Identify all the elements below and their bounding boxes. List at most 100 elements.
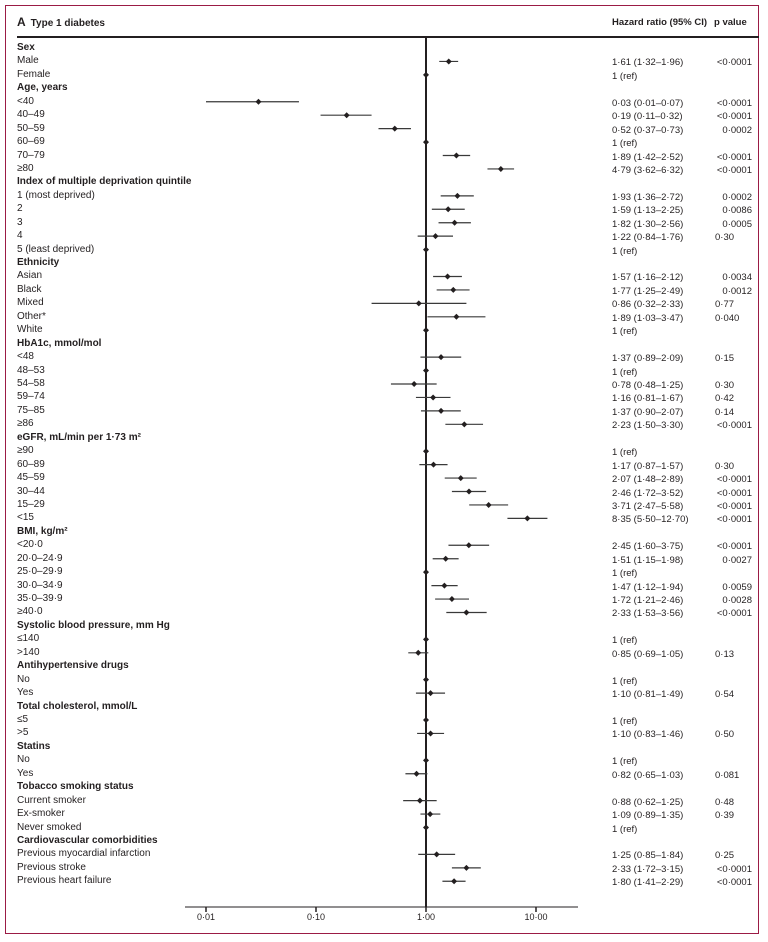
hazard-ratio-text: 1·09 (0·89–1·35): [612, 810, 684, 822]
p-value-text: 0·0034: [722, 272, 752, 284]
figure-frame: [5, 5, 759, 934]
p-value-text: 0·0086: [722, 205, 752, 217]
row-label: 15–29: [17, 498, 45, 510]
hazard-ratio-text: 1·25 (0·85–1·84): [612, 850, 684, 862]
row-label: 4: [17, 230, 23, 242]
point-estimate: [454, 192, 461, 199]
row-label: Other*: [17, 310, 46, 322]
row-label: 54–58: [17, 378, 45, 389]
x-axis-tick-label: 0·10: [306, 912, 326, 922]
hazard-ratio-text: 0·52 (0·37–0·73): [612, 124, 684, 136]
row-label: 40–49: [17, 109, 45, 121]
p-value-text: <0·0001: [716, 111, 752, 123]
p-value-text: 0·42: [715, 393, 735, 405]
hazard-ratio-text: 4·79 (3·62–6·32): [612, 164, 684, 176]
group-header: Age, years: [17, 82, 68, 94]
point-estimate: [438, 354, 445, 361]
p-value-text: 0·14: [715, 406, 735, 418]
hazard-ratio-text: 1 (ref): [612, 245, 638, 257]
hazard-ratio-text: 2·33 (1·53–3·56): [612, 608, 684, 620]
point-estimate: [411, 381, 418, 387]
reference-point: [423, 569, 429, 576]
p-value-text: <0·0001: [716, 514, 752, 526]
hazard-ratio-text: 0·82 (0·65–1·03): [612, 769, 684, 781]
panel-title: Type 1 diabetes: [30, 18, 105, 29]
reference-point: [423, 717, 429, 723]
hazard-ratio-text: 1 (ref): [612, 70, 638, 82]
group-header: Cardiovascular comorbidities: [17, 834, 158, 846]
group-header: Tobacco smoking status: [17, 781, 134, 793]
hazard-ratio-text: 0·78 (0·48–1·25): [612, 380, 684, 391]
p-value-text: 0·0012: [722, 285, 752, 297]
point-estimate: [448, 596, 455, 603]
hazard-ratio-text: 1·89 (1·03–3·47): [612, 312, 684, 324]
row-label: ≥86: [17, 418, 34, 430]
point-estimate: [391, 125, 398, 132]
point-estimate: [524, 515, 531, 522]
point-estimate: [453, 152, 460, 159]
group-header: Systolic blood pressure, mm Hg: [17, 619, 170, 631]
group-header: Total cholesterol, mmol/L: [17, 700, 138, 712]
hazard-ratio-text: 1 (ref): [612, 756, 638, 768]
hazard-ratio-text: 1·77 (1·25–2·49): [612, 285, 684, 297]
row-label: 35·0–39·9: [17, 593, 63, 605]
row-label: Black: [17, 283, 42, 295]
p-value-text: 0·30: [715, 460, 735, 472]
row-label: Mixed: [17, 297, 44, 309]
hazard-ratio-text: 1·47 (1·12–1·94): [612, 581, 684, 593]
row-label: Current smoker: [17, 794, 86, 806]
point-estimate: [430, 461, 437, 468]
row-label: 60–69: [17, 136, 45, 148]
group-header: HbA1c, mmol/mol: [17, 337, 102, 349]
group-header: BMI, kg/m²: [17, 525, 68, 537]
row-label: 60–89: [17, 458, 45, 470]
p-value-text: 0·040: [715, 312, 740, 324]
row-label: Asian: [17, 270, 43, 282]
row-label: ≥80: [17, 162, 34, 174]
hazard-ratio-text: 0·03 (0·01–0·07): [612, 97, 684, 109]
hazard-ratio-text: 1·17 (0·87–1·57): [612, 460, 684, 472]
row-label: 75–85: [17, 404, 45, 416]
hazard-ratio-text: 1·89 (1·42–2·52): [612, 151, 684, 163]
hazard-ratio-text: 0·88 (0·62–1·25): [612, 796, 684, 808]
p-value-text: <0·0001: [716, 151, 752, 163]
reference-point: [423, 327, 429, 334]
hazard-ratio-text: 1·80 (1·41–2·29): [612, 877, 684, 889]
group-header: eGFR, mL/min per 1·73 m²: [17, 431, 141, 443]
point-estimate: [432, 233, 439, 240]
reference-point: [423, 71, 429, 78]
x-axis-tick-label: 1·00: [416, 912, 436, 922]
point-estimate: [451, 219, 458, 226]
hazard-ratio-text: 1·51 (1·15–1·98): [612, 554, 684, 566]
p-value-text: <0·0001: [716, 420, 752, 432]
row-label: <20·0: [17, 539, 43, 551]
row-label: 25·0–29·9: [17, 566, 63, 578]
group-header: Sex: [17, 42, 35, 53]
hazard-ratio-text: 2·46 (1·72–3·52): [612, 487, 684, 499]
p-value-text: <0·0001: [716, 877, 752, 889]
point-estimate: [451, 878, 458, 885]
column-header-hazard-ratio: Hazard ratio (95% CI): [612, 17, 708, 28]
row-label: ≥90: [17, 445, 34, 457]
point-estimate: [343, 112, 350, 119]
row-label: ≤140: [17, 633, 40, 645]
point-estimate: [433, 851, 440, 858]
reference-point: [423, 448, 429, 455]
row-label: Never smoked: [17, 821, 82, 833]
point-estimate: [416, 797, 423, 804]
hazard-ratio-text: 1·82 (1·30–2·56): [612, 218, 684, 230]
hazard-ratio-text: 1 (ref): [612, 823, 638, 835]
point-estimate: [463, 864, 470, 871]
p-value-text: 0·0002: [722, 124, 752, 136]
p-value-text: 0·48: [715, 796, 735, 808]
hazard-ratio-text: 1 (ref): [612, 138, 638, 150]
row-label: 30·0–34·9: [17, 579, 63, 591]
reference-point: [423, 824, 429, 831]
point-estimate: [430, 394, 437, 401]
group-header: Index of multiple deprivation quintile: [17, 176, 192, 188]
row-label: Male: [17, 55, 39, 67]
reference-point: [423, 636, 429, 643]
group-header: Ethnicity: [17, 257, 60, 269]
row-label: ≥40·0: [17, 606, 43, 618]
point-estimate: [444, 273, 451, 280]
